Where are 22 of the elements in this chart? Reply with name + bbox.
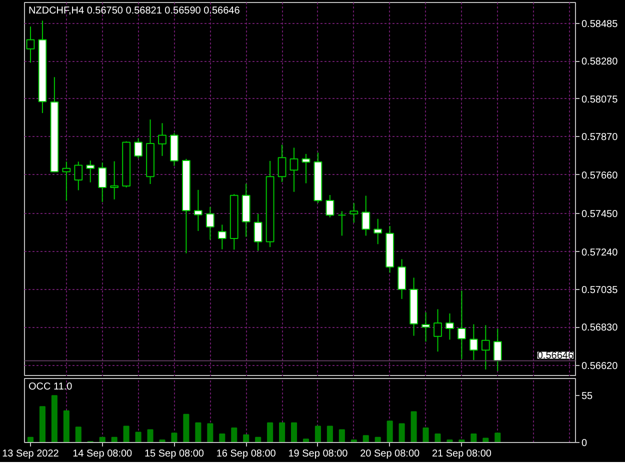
y-tick-label: 0.58075 [582,94,618,106]
y-tick-label: 55 [582,391,594,402]
y-tick-label: 0.56620 [582,361,618,372]
y-tick-label: 0.58280 [582,56,618,68]
y-tick-label: 0.57240 [582,247,618,258]
x-tick-label: 13 Sep 2022 [2,448,60,460]
x-tick-label: 21 Sep 08:00 [432,448,492,460]
y-tick-label: 0 [582,438,588,449]
y-tick-label: 0.56830 [582,322,618,334]
ref-line-label: 0.56646 [537,350,574,362]
y-tick-label: 0.58485 [582,19,618,30]
x-tick-label: 19 Sep 08:00 [288,448,348,460]
y-tick-label: 0.57870 [582,132,618,143]
x-tick-label: 14 Sep 08:00 [72,448,133,460]
y-tick-label: 0.57450 [582,208,618,220]
x-tick-label: 16 Sep 08:00 [216,448,276,460]
chart-title: OCC 11.0 [28,382,73,392]
x-tick-label: 20 Sep 08:00 [360,448,420,460]
y-tick-label: 0.57035 [582,284,618,296]
y-tick-label: 0.57660 [582,170,618,182]
x-tick-label: 15 Sep 08:00 [144,448,204,460]
chart-title: NZDCHF,H4 0.56750 0.56821 0.56590 0.56646 [28,6,240,16]
